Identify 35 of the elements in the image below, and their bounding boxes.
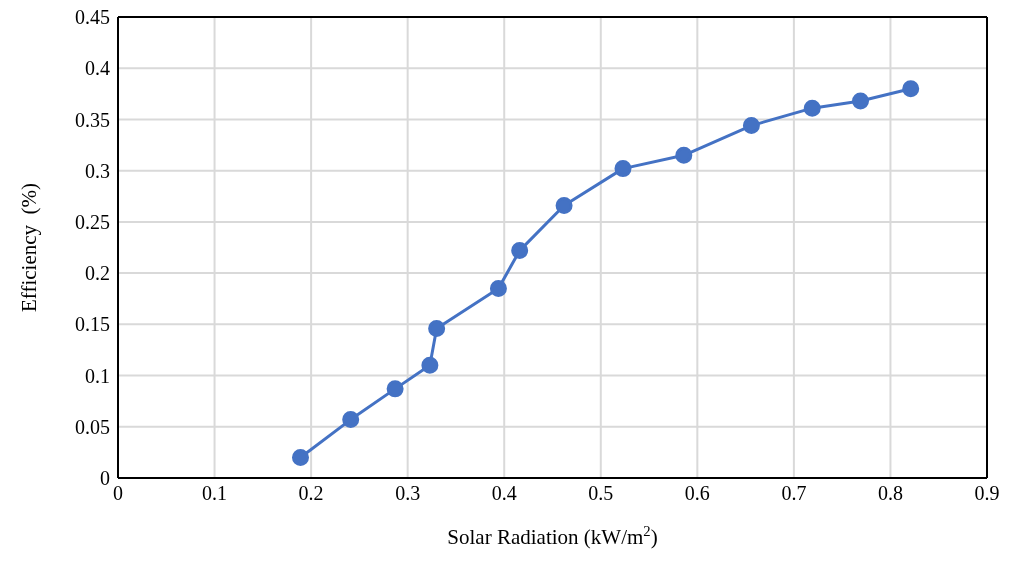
point: [421, 356, 439, 374]
y-tick-label: 0.45: [75, 6, 110, 29]
y-tick-label: 0: [100, 467, 110, 490]
x-tick-label: 0.9: [974, 482, 1000, 505]
point: [852, 92, 870, 110]
x-tick-label: 0.1: [202, 482, 228, 505]
x-tick-label: 0.8: [877, 482, 903, 505]
point: [342, 411, 360, 429]
y-tick-label: 0.35: [75, 108, 110, 131]
point: [386, 380, 404, 398]
y-tick-label: 0.25: [75, 210, 110, 233]
y-tick-label: 0.1: [85, 364, 110, 387]
point: [742, 117, 760, 135]
x-axis-title: Solar Radiation (kW/m$^{2}$): [447, 523, 658, 549]
point: [511, 242, 529, 260]
y-tick-label: 0.3: [85, 159, 110, 182]
y-tick-label: 0.05: [75, 415, 110, 438]
y-tick-label: 0.15: [75, 313, 110, 336]
x-tick-label: 0.7: [781, 482, 807, 505]
point: [675, 146, 693, 164]
x-tick-label: 0.3: [395, 482, 421, 505]
point: [902, 80, 920, 98]
x-tick-label: 0.4: [491, 482, 517, 505]
y-tick-label: 0.4: [85, 57, 110, 80]
y-tick-label: 0.2: [85, 262, 110, 285]
y-axis-title: Efficiency (%): [17, 182, 41, 313]
point: [555, 197, 573, 214]
point: [489, 279, 507, 297]
point: [614, 160, 632, 178]
x-tick-label: 0.2: [298, 482, 324, 505]
point: [803, 99, 821, 117]
point: [428, 319, 446, 337]
x-tick-label: 0.6: [684, 482, 710, 505]
point: [291, 449, 309, 467]
x-tick-label: 0.5: [588, 482, 614, 505]
